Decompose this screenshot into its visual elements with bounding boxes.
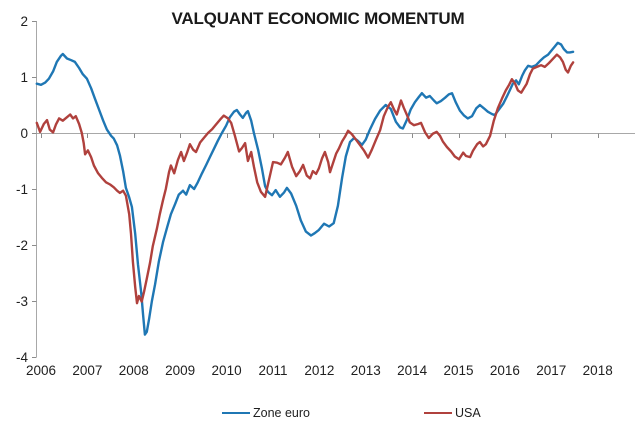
x-axis-label: 2008 <box>119 363 149 378</box>
y-axis-label: -4 <box>16 350 28 365</box>
x-axis-label: 2013 <box>351 363 381 378</box>
x-axis-label: 2011 <box>258 363 287 378</box>
x-axis-label: 2010 <box>212 363 242 378</box>
y-axis-label: -1 <box>16 182 28 197</box>
x-axis-label: 2012 <box>304 363 334 378</box>
x-axis-label: 2006 <box>26 363 56 378</box>
x-axis-label: 2015 <box>444 363 474 378</box>
legend-item-zone-euro: Zone euro <box>222 405 310 421</box>
zone-euro-legend-label: Zone euro <box>253 406 310 420</box>
y-axis-label: 0 <box>20 126 28 141</box>
x-axis-label: 2009 <box>165 363 195 378</box>
x-axis-label: 2007 <box>72 363 102 378</box>
legend-item-usa: USA <box>424 405 481 421</box>
x-axis-label: 2016 <box>490 363 520 378</box>
usa-legend-label: USA <box>455 406 481 420</box>
x-axis-label: 2018 <box>583 363 613 378</box>
zone-euro-line <box>35 41 575 336</box>
y-axis-label: -2 <box>16 238 28 253</box>
x-axis-label: 2017 <box>536 363 566 378</box>
y-axis-label: 2 <box>20 14 28 29</box>
y-axis-label: -3 <box>16 294 28 309</box>
chart-title: VALQUANT ECONOMIC MOMENTUM <box>171 9 465 28</box>
zone-euro-line-swatch <box>222 412 250 414</box>
y-axis-label: 1 <box>20 70 28 85</box>
usa-line-swatch <box>424 412 452 414</box>
x-axis-label: 2014 <box>397 363 428 378</box>
usa-line <box>35 53 575 305</box>
